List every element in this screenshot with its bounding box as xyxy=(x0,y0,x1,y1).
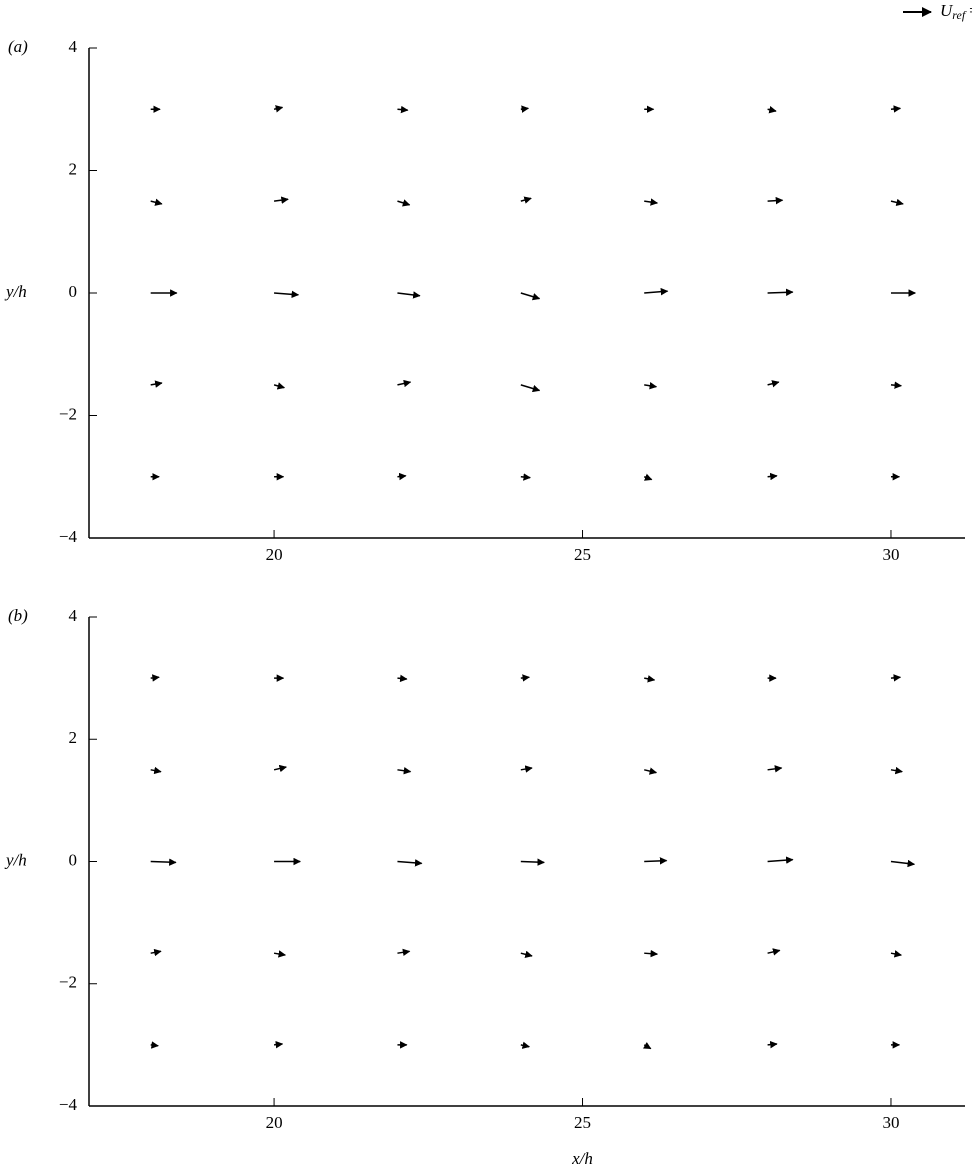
x-tick-label: 30 xyxy=(882,545,899,564)
vector xyxy=(644,767,658,775)
x-tick-label: 25 xyxy=(574,1113,591,1132)
vector xyxy=(520,674,530,682)
vector xyxy=(397,105,409,114)
vector xyxy=(644,675,656,683)
vector xyxy=(273,1040,284,1049)
x-tick-label: 30 xyxy=(882,1113,899,1132)
y-tick-label: −2 xyxy=(59,404,77,423)
vector xyxy=(150,1041,159,1049)
x-tick-label: 20 xyxy=(266,1113,283,1132)
y-axis-label: y/h xyxy=(4,282,27,301)
y-tick-label: −4 xyxy=(59,527,78,546)
vector xyxy=(644,949,659,958)
vector xyxy=(150,766,162,775)
vector xyxy=(767,380,780,388)
y-tick-label: −2 xyxy=(59,973,77,992)
reference-subscript: ref xyxy=(952,8,967,22)
y-tick-label: −4 xyxy=(59,1095,78,1114)
vector xyxy=(273,105,284,113)
reference-label: Uref=300m s−1 xyxy=(940,0,972,22)
vector xyxy=(397,291,421,299)
vector xyxy=(767,472,778,481)
vector xyxy=(520,384,541,393)
vector xyxy=(767,765,783,773)
x-tick-label: 25 xyxy=(574,545,591,564)
vector xyxy=(150,380,163,388)
y-tick-label: 2 xyxy=(69,728,78,747)
vector xyxy=(397,948,411,957)
vector xyxy=(767,288,794,297)
reference-equals: = xyxy=(969,1,972,20)
panel-label: (b) xyxy=(8,606,28,625)
x-tick-label: 20 xyxy=(266,545,283,564)
y-tick-label: 0 xyxy=(69,282,78,301)
vector xyxy=(397,859,423,867)
vector xyxy=(644,857,668,865)
vector xyxy=(767,1040,778,1049)
vector xyxy=(273,950,287,958)
vector xyxy=(644,198,659,206)
vector xyxy=(397,379,412,388)
vector xyxy=(520,196,532,204)
y-tick-label: 4 xyxy=(69,37,78,56)
vector xyxy=(273,382,286,390)
vector xyxy=(767,196,784,205)
y-tick-label: 4 xyxy=(69,606,78,625)
reference-symbol: U xyxy=(940,1,954,20)
vector xyxy=(644,382,658,390)
vector xyxy=(890,198,904,207)
vector xyxy=(397,674,408,683)
vector xyxy=(890,766,903,775)
vector xyxy=(520,1041,530,1049)
y-tick-label: 0 xyxy=(69,850,78,869)
vector xyxy=(890,674,902,682)
y-tick-label: 2 xyxy=(69,159,78,178)
vector xyxy=(890,859,916,868)
vector xyxy=(150,948,162,957)
vector xyxy=(520,105,530,113)
panel-label: (a) xyxy=(8,37,28,56)
vector xyxy=(767,105,777,114)
vector xyxy=(520,473,531,481)
vector xyxy=(273,764,287,773)
vector xyxy=(520,950,533,958)
vector xyxy=(274,290,300,299)
vector xyxy=(397,767,412,775)
vector xyxy=(890,950,902,958)
vector xyxy=(520,292,541,301)
x-axis-label: x/h xyxy=(571,1149,593,1168)
vector xyxy=(397,199,411,207)
vector xyxy=(767,948,781,956)
vector xyxy=(520,858,545,866)
vector xyxy=(643,1042,652,1050)
vector xyxy=(767,856,794,864)
vector xyxy=(644,287,669,296)
vector xyxy=(150,674,160,682)
y-axis-label: y/h xyxy=(4,850,27,869)
vector xyxy=(890,381,902,389)
vector xyxy=(890,105,902,113)
vector xyxy=(397,472,407,481)
vector xyxy=(150,198,163,206)
vector xyxy=(150,858,177,866)
vector xyxy=(273,196,289,204)
vector xyxy=(520,765,533,773)
vector xyxy=(643,473,653,481)
